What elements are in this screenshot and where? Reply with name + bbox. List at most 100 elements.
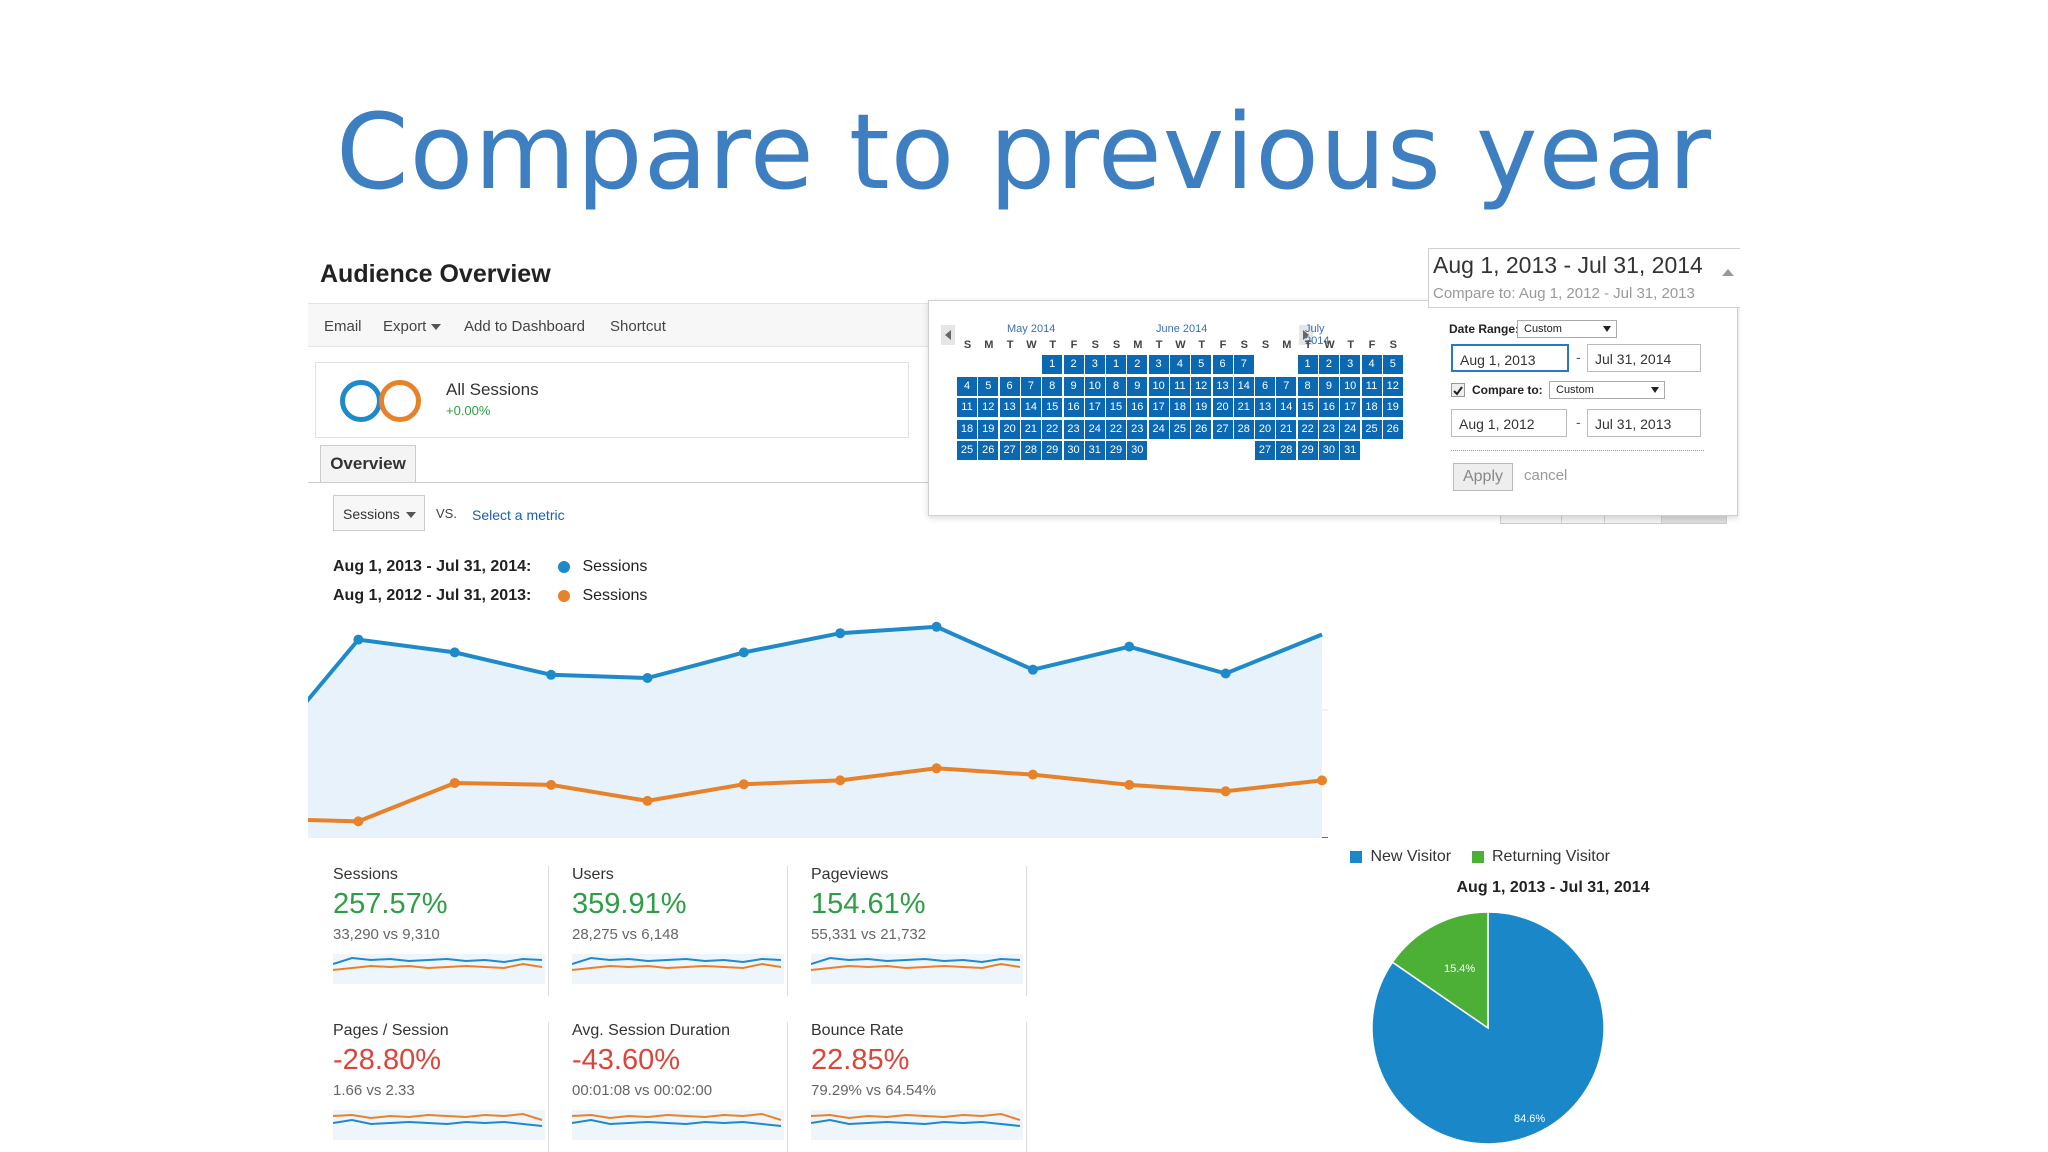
calendar-day[interactable]: 20 [1212,398,1233,417]
calendar-day[interactable]: 1 [1297,355,1318,374]
calendar-day[interactable]: 18 [957,419,977,439]
calendar-day[interactable]: 6 [999,376,1020,396]
start-date-input[interactable]: Aug 1, 2013 [1451,344,1569,372]
calendar-day[interactable]: 2 [1063,355,1084,374]
calendar-day[interactable]: 24 [1148,419,1169,439]
calendar-day[interactable]: 12 [1191,376,1212,396]
calendar-day[interactable]: 18 [1361,398,1382,417]
cancel-link[interactable]: cancel [1524,467,1568,484]
calendar-day[interactable]: 11 [957,398,977,417]
calendar-day[interactable]: 23 [1318,419,1339,439]
calendar-day[interactable]: 30 [1127,441,1148,460]
calendar-day[interactable]: 10 [1340,376,1361,396]
calendar-day[interactable]: 16 [1318,398,1339,417]
calendar-day[interactable]: 27 [1212,419,1233,439]
calendar-day[interactable]: 17 [1148,398,1169,417]
export-button[interactable]: Export [383,318,442,335]
kpi-card[interactable]: Bounce Rate 22.85% 79.29% vs 64.54% [811,1022,1027,1152]
apply-button[interactable]: Apply [1453,463,1513,491]
calendar-day[interactable]: 22 [1297,419,1318,439]
metric-select[interactable]: Sessions [333,495,425,531]
calendar-day[interactable]: 28 [1020,441,1041,460]
calendar-day[interactable]: 25 [957,441,977,460]
kpi-card[interactable]: Pages / Session -28.80% 1.66 vs 2.33 [333,1022,549,1152]
calendar-day[interactable]: 20 [999,419,1020,439]
calendar-day[interactable]: 19 [1382,398,1403,417]
calendar-day[interactable]: 4 [957,376,977,396]
compare-end-input[interactable]: Jul 31, 2013 [1587,409,1701,437]
tab-overview[interactable]: Overview [320,445,416,482]
calendar-day[interactable]: 26 [1191,419,1212,439]
kpi-card[interactable]: Users 359.91% 28,275 vs 6,148 [572,866,788,996]
calendar-day[interactable]: 27 [1255,441,1275,460]
calendar-day[interactable]: 14 [1233,376,1254,396]
calendar-day[interactable]: 3 [1084,355,1105,374]
calendar-day[interactable]: 13 [1212,376,1233,396]
calendar-day[interactable]: 8 [1042,376,1063,396]
calendar-day[interactable]: 24 [1340,419,1361,439]
calendar-day[interactable]: 8 [1297,376,1318,396]
calendar-day[interactable]: 4 [1361,355,1382,374]
calendar-day[interactable]: 29 [1106,441,1126,460]
calendar-day[interactable]: 24 [1084,419,1105,439]
calendar-day[interactable]: 21 [1020,419,1041,439]
calendar-day[interactable]: 31 [1084,441,1105,460]
calendar-day[interactable]: 23 [1063,419,1084,439]
calendar-day[interactable]: 14 [1020,398,1041,417]
calendar-day[interactable]: 7 [1276,376,1297,396]
calendar-day[interactable]: 15 [1042,398,1063,417]
calendar-day[interactable]: 31 [1340,441,1361,460]
calendar-day[interactable]: 11 [1361,376,1382,396]
calendar-day[interactable]: 25 [1361,419,1382,439]
calendar-day[interactable]: 5 [1382,355,1403,374]
calendar-day[interactable]: 3 [1148,355,1169,374]
add-to-dashboard-button[interactable]: Add to Dashboard [464,318,585,335]
calendar-day[interactable]: 30 [1318,441,1339,460]
calendar-day[interactable]: 29 [1297,441,1318,460]
calendar-day[interactable]: 8 [1106,376,1126,396]
calendar-day[interactable]: 14 [1276,398,1297,417]
calendar-day[interactable]: 6 [1255,376,1275,396]
calendar-day[interactable]: 1 [1106,355,1126,374]
calendar-day[interactable]: 13 [999,398,1020,417]
calendar-day[interactable]: 16 [1063,398,1084,417]
calendar-day[interactable]: 29 [1042,441,1063,460]
calendar-day[interactable]: 22 [1106,419,1126,439]
calendar-day[interactable]: 2 [1127,355,1148,374]
calendar-day[interactable]: 28 [1233,419,1254,439]
calendar-day[interactable]: 19 [1191,398,1212,417]
calendar-day[interactable]: 15 [1297,398,1318,417]
calendar-day[interactable]: 16 [1127,398,1148,417]
compare-select[interactable]: Custom [1549,381,1665,399]
prev-month-button[interactable] [941,325,955,345]
calendar-day[interactable]: 21 [1276,419,1297,439]
compare-checkbox[interactable] [1451,383,1465,397]
compare-start-input[interactable]: Aug 1, 2012 [1451,409,1567,437]
calendar-day[interactable]: 15 [1106,398,1126,417]
calendar-day[interactable]: 9 [1318,376,1339,396]
calendar-day[interactable]: 22 [1042,419,1063,439]
calendar-day[interactable]: 26 [978,441,999,460]
kpi-card[interactable]: Avg. Session Duration -43.60% 00:01:08 vs … [572,1022,788,1152]
calendar-day[interactable]: 17 [1340,398,1361,417]
calendar-day[interactable]: 7 [1233,355,1254,374]
email-button[interactable]: Email [324,318,362,335]
calendar-day[interactable]: 20 [1255,419,1275,439]
calendar-day[interactable]: 3 [1340,355,1361,374]
next-month-button[interactable] [1299,325,1313,345]
calendar-day[interactable]: 30 [1063,441,1084,460]
kpi-card[interactable]: Sessions 257.57% 33,290 vs 9,310 [333,866,549,996]
calendar-day[interactable]: 9 [1127,376,1148,396]
select-metric-link[interactable]: Select a metric [472,507,565,523]
calendar-day[interactable]: 13 [1255,398,1275,417]
calendar-day[interactable]: 2 [1318,355,1339,374]
calendar-day[interactable]: 5 [978,376,999,396]
kpi-card[interactable]: Pageviews 154.61% 55,331 vs 21,732 [811,866,1027,996]
calendar-day[interactable]: 10 [1148,376,1169,396]
calendar-day[interactable]: 9 [1063,376,1084,396]
calendar-day[interactable]: 27 [999,441,1020,460]
calendar-day[interactable]: 21 [1233,398,1254,417]
calendar-day[interactable]: 28 [1276,441,1297,460]
end-date-input[interactable]: Jul 31, 2014 [1587,344,1701,372]
calendar-day[interactable]: 17 [1084,398,1105,417]
